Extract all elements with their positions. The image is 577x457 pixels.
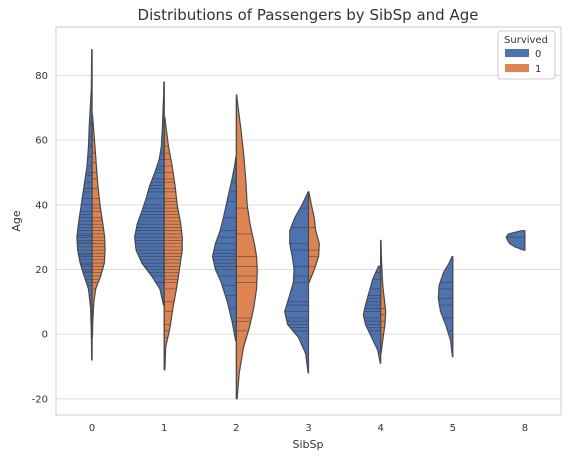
legend-swatch-1 [505, 64, 529, 72]
x-tick-label: 4 [377, 423, 383, 434]
x-tick-label: 8 [522, 423, 528, 434]
legend-swatch-0 [505, 49, 529, 57]
x-tick-label: 2 [233, 423, 239, 434]
y-axis-ticks: -20 0 20 40 60 80 [32, 71, 48, 405]
legend-title: Survived [504, 35, 548, 46]
y-tick-label: 80 [35, 71, 48, 82]
chart-title: Distributions of Passengers by SibSp and… [138, 6, 479, 24]
y-tick-label: 0 [42, 330, 48, 341]
violin-half-sibsp-5-survived-0 [437, 255, 454, 358]
x-tick-label: 0 [89, 423, 95, 434]
x-tick-label: 1 [161, 423, 167, 434]
y-tick-label: -20 [32, 394, 48, 405]
gridlines [56, 75, 561, 400]
violin-half-sibsp-2-survived-1 [235, 94, 258, 400]
y-tick-label: 40 [35, 200, 48, 211]
violin-half-sibsp-8-survived-0 [505, 230, 526, 251]
legend: Survived 0 1 [497, 30, 556, 80]
violin-half-sibsp-4-survived-0 [362, 265, 382, 364]
legend-label-1: 1 [535, 64, 541, 75]
x-axis-ticks: 0 1 2 3 4 5 8 [89, 423, 528, 434]
violins [76, 49, 526, 400]
legend-label-0: 0 [535, 49, 541, 60]
x-tick-label: 3 [305, 423, 311, 434]
x-axis-title: SibSp [293, 438, 324, 451]
y-tick-label: 20 [35, 265, 48, 276]
y-axis-title: Age [10, 210, 23, 232]
y-tick-label: 60 [35, 136, 48, 147]
x-tick-label: 5 [450, 423, 456, 434]
